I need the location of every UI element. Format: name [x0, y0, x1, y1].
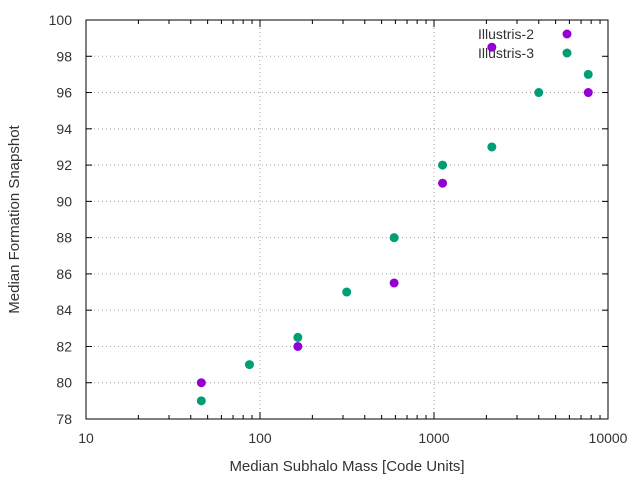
y-tick-label: 94 — [56, 121, 72, 137]
data-point-illustris-3 — [438, 160, 448, 170]
data-point-illustris-3 — [534, 88, 544, 98]
legend-box — [436, 21, 607, 63]
data-point-illustris-2 — [487, 42, 497, 52]
y-tick-label: 96 — [56, 85, 72, 101]
data-point-illustris-2 — [196, 378, 206, 388]
legend-label: Illustris-3 — [478, 45, 534, 61]
x-axis-label: Median Subhalo Mass [Code Units] — [229, 458, 464, 475]
y-tick-label: 86 — [56, 266, 72, 282]
x-tick-label: 1000 — [418, 430, 449, 446]
y-tick-label: 88 — [56, 230, 72, 246]
y-tick-label: 80 — [56, 375, 72, 391]
legend: Illustris-2 Illustris-3 — [478, 26, 572, 61]
data-point-illustris-2 — [293, 341, 303, 351]
legend-background — [436, 21, 607, 63]
y-tick-label: 82 — [56, 338, 72, 354]
x-tick-label: 10000 — [589, 430, 628, 446]
data-points — [196, 42, 593, 406]
data-point-illustris-2 — [583, 88, 593, 98]
legend-marker — [562, 48, 572, 58]
y-tick-label: 84 — [56, 302, 72, 318]
x-tick-label: 100 — [248, 430, 272, 446]
y-tick-label: 98 — [56, 48, 72, 64]
x-tick-label: 10 — [78, 430, 94, 446]
plot-frame — [85, 19, 609, 420]
data-point-illustris-2 — [389, 278, 399, 288]
data-point-illustris-3 — [293, 332, 303, 342]
y-tick-label: 100 — [49, 12, 73, 28]
axis-ticks — [85, 19, 609, 420]
legend-marker — [562, 29, 572, 39]
data-point-illustris-3 — [487, 142, 497, 152]
legend-label: Illustris-2 — [478, 26, 534, 42]
tick-labels: 78 80 82 84 86 88 90 92 94 96 98 100 10 100 1000 10000 — [49, 12, 628, 446]
data-point-illustris-3 — [196, 396, 206, 406]
y-axis-label: Median Formation Snapshot — [6, 124, 23, 313]
data-point-illustris-3 — [583, 69, 593, 79]
y-tick-label: 92 — [56, 157, 72, 173]
data-point-illustris-3 — [389, 233, 399, 243]
y-tick-label: 78 — [56, 411, 72, 427]
y-tick-label: 90 — [56, 193, 72, 209]
data-point-illustris-3 — [342, 287, 352, 297]
grid-lines — [86, 20, 608, 419]
data-point-illustris-2 — [438, 178, 448, 188]
data-point-illustris-3 — [244, 360, 254, 370]
